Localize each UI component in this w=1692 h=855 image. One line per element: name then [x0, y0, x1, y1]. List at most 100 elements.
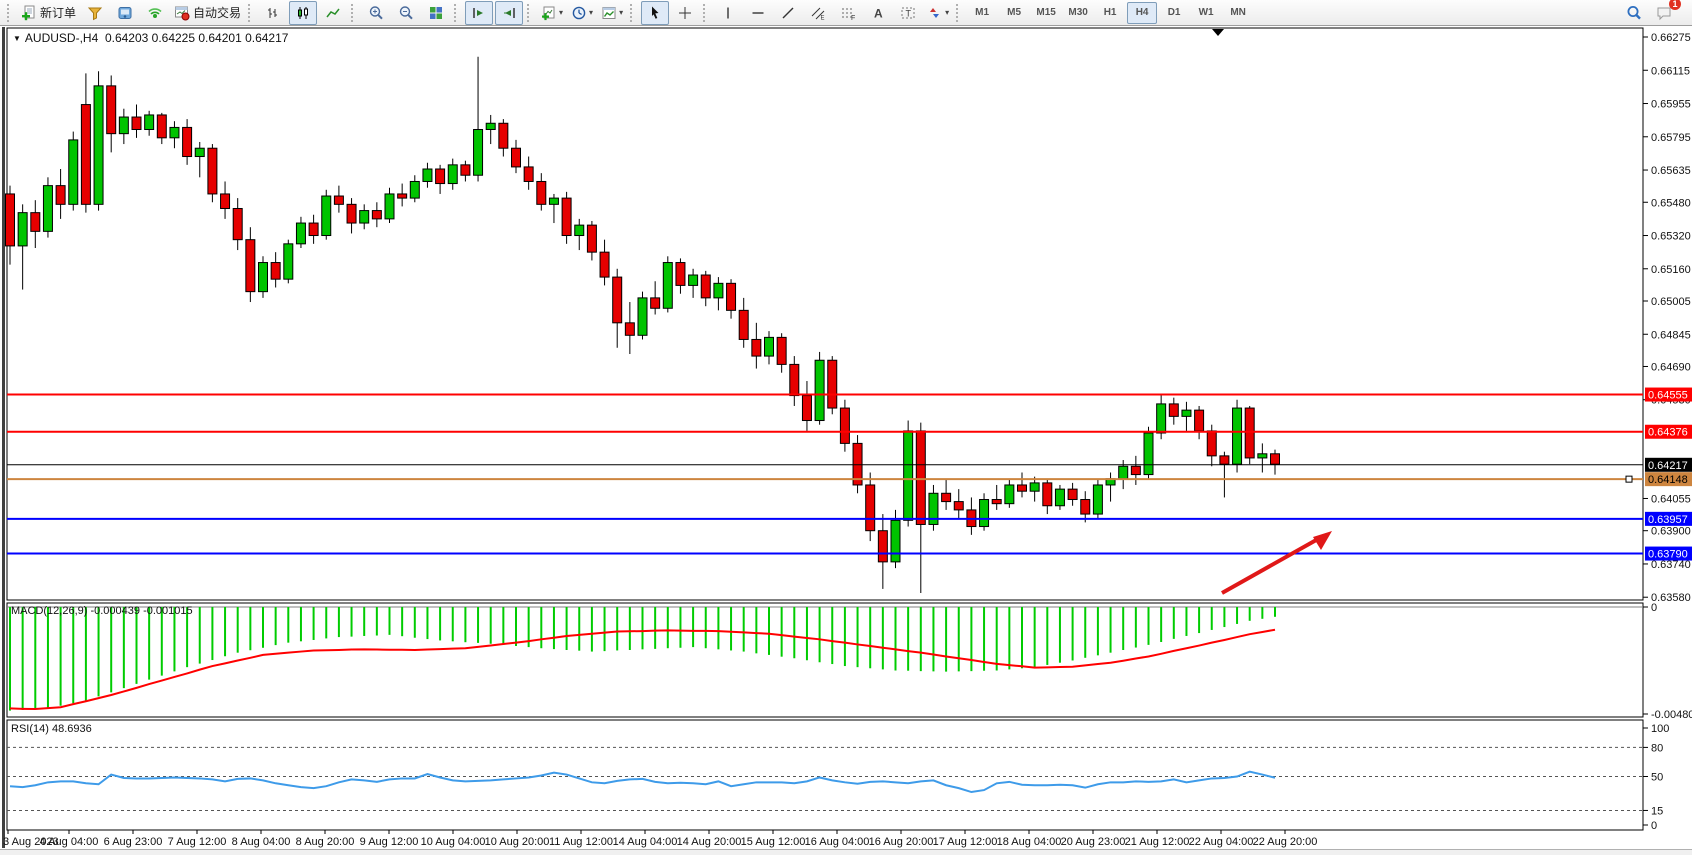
price-axis-label: 0.65480 [1651, 197, 1691, 209]
candle [1054, 488, 1065, 507]
candle [258, 262, 268, 293]
timeframe-m30[interactable]: M30 [1068, 7, 1088, 18]
timeframe-mn[interactable]: MN [1230, 7, 1246, 18]
text-label-button[interactable]: T [894, 1, 922, 25]
auto-trading-button[interactable]: 自动交易 [171, 1, 244, 25]
auto-scroll-button[interactable] [465, 0, 494, 25]
toolbar-grip[interactable] [630, 3, 637, 22]
candle [991, 499, 1002, 505]
fibonacci-button[interactable]: F [834, 1, 862, 25]
candle [612, 276, 623, 324]
tile-windows-icon [430, 6, 443, 19]
toolbar-grip[interactable] [956, 3, 963, 22]
chat-button[interactable]: 1 [1650, 0, 1681, 25]
new-chart-icon [542, 6, 555, 20]
candle [308, 222, 319, 237]
candle [55, 185, 66, 205]
rsi-axis-label: 0 [1651, 820, 1657, 832]
toolbar-grip[interactable] [351, 3, 358, 22]
search-button[interactable] [1620, 1, 1648, 25]
new-order-icon [22, 5, 35, 20]
toolbar-grip[interactable] [703, 3, 710, 22]
horizontal-line-button[interactable] [744, 1, 772, 25]
new-order-button[interactable]: 新订单 [18, 1, 79, 25]
auto-scroll-icon [473, 7, 484, 18]
terminal-button[interactable] [111, 1, 139, 25]
main-chart-plot[interactable] [6, 27, 1644, 601]
chart-menu-triangle-icon[interactable]: ▼ [13, 34, 21, 43]
hline-handle[interactable] [1625, 475, 1633, 483]
macd-label: MACD(12,26,9) -0.000439 -0.001015 [11, 605, 193, 617]
candlestick-chart-button[interactable] [289, 0, 318, 25]
candle [1270, 453, 1280, 465]
timeframe-m15[interactable]: M15 [1036, 7, 1056, 18]
ohlc-values: 0.64203 0.64225 0.64201 0.64217 [104, 31, 289, 45]
new-chart-button[interactable]: ▾ [538, 1, 566, 25]
candle [979, 499, 990, 528]
trend-arrow-head[interactable] [1313, 531, 1332, 550]
indicators-button[interactable]: ▾ [598, 1, 626, 25]
vertical-line-button[interactable] [714, 1, 742, 25]
candle [1156, 403, 1167, 434]
signals-icon [148, 7, 162, 18]
cursor-icon [652, 6, 659, 19]
candle [1181, 409, 1192, 417]
candle [586, 224, 597, 253]
channel-button[interactable]: E [804, 1, 832, 25]
chart-shift-button[interactable] [495, 0, 524, 25]
funnel-button[interactable] [81, 1, 109, 25]
line-chart-button[interactable] [319, 1, 347, 25]
crosshair-button[interactable] [671, 1, 699, 25]
periods-menu-button[interactable]: ▾ [568, 1, 596, 25]
timeframe-d1[interactable]: D1 [1167, 7, 1181, 18]
timeframe-group: M1 M5 M15 M30 H1 H4 D1 W1 MN [966, 1, 1254, 24]
signals-button[interactable] [141, 1, 169, 25]
candle [1004, 484, 1015, 505]
rsi-plot[interactable] [6, 719, 1644, 831]
candle [852, 442, 863, 486]
candle [1219, 455, 1230, 465]
svg-text:E: E [821, 15, 825, 21]
candle [156, 114, 167, 139]
bar-chart-button[interactable] [259, 1, 287, 25]
toolbar-grip[interactable] [7, 3, 14, 22]
candle [624, 322, 635, 336]
toolbar-grip[interactable] [454, 3, 461, 22]
auto-trading-label: 自动交易 [193, 6, 242, 20]
vertical-line-icon [727, 7, 729, 18]
text-label-icon: T [901, 7, 915, 18]
candle [1143, 432, 1154, 476]
timeframe-m1[interactable]: M1 [975, 7, 990, 18]
candle [953, 501, 964, 511]
candle [1168, 403, 1179, 417]
arrows-button[interactable]: ▾ [924, 1, 952, 25]
candle [1232, 407, 1243, 465]
timeframe-h1[interactable]: H1 [1103, 7, 1117, 18]
special-price-label-bg [1645, 546, 1692, 561]
tile-windows-button[interactable] [422, 1, 450, 25]
candle [839, 407, 850, 444]
time-axis-label: 4 Aug 04:00 [40, 836, 99, 848]
candle [801, 395, 812, 422]
special-price-label-bg [1645, 424, 1692, 439]
macd-plot[interactable] [6, 602, 1644, 718]
cursor-button[interactable] [641, 0, 670, 25]
toolbar-grip[interactable] [527, 3, 534, 22]
timeframe-w1[interactable]: W1 [1198, 7, 1214, 18]
candle [131, 116, 142, 131]
candle [447, 164, 458, 185]
candle [30, 212, 41, 232]
search-icon [1627, 5, 1641, 19]
timeframe-m5[interactable]: M5 [1007, 7, 1022, 18]
trendline-button[interactable] [774, 1, 802, 25]
toolbar-grip[interactable] [248, 3, 255, 22]
trend-arrow[interactable] [1221, 537, 1319, 595]
fibonacci-icon: F [842, 8, 855, 21]
zoom-out-button[interactable] [392, 1, 420, 25]
candle [751, 338, 762, 357]
zoom-in-button[interactable] [362, 1, 390, 25]
candle [1080, 499, 1091, 515]
text-button[interactable]: A [864, 1, 892, 25]
timeframe-h4[interactable]: H4 [1127, 1, 1158, 24]
